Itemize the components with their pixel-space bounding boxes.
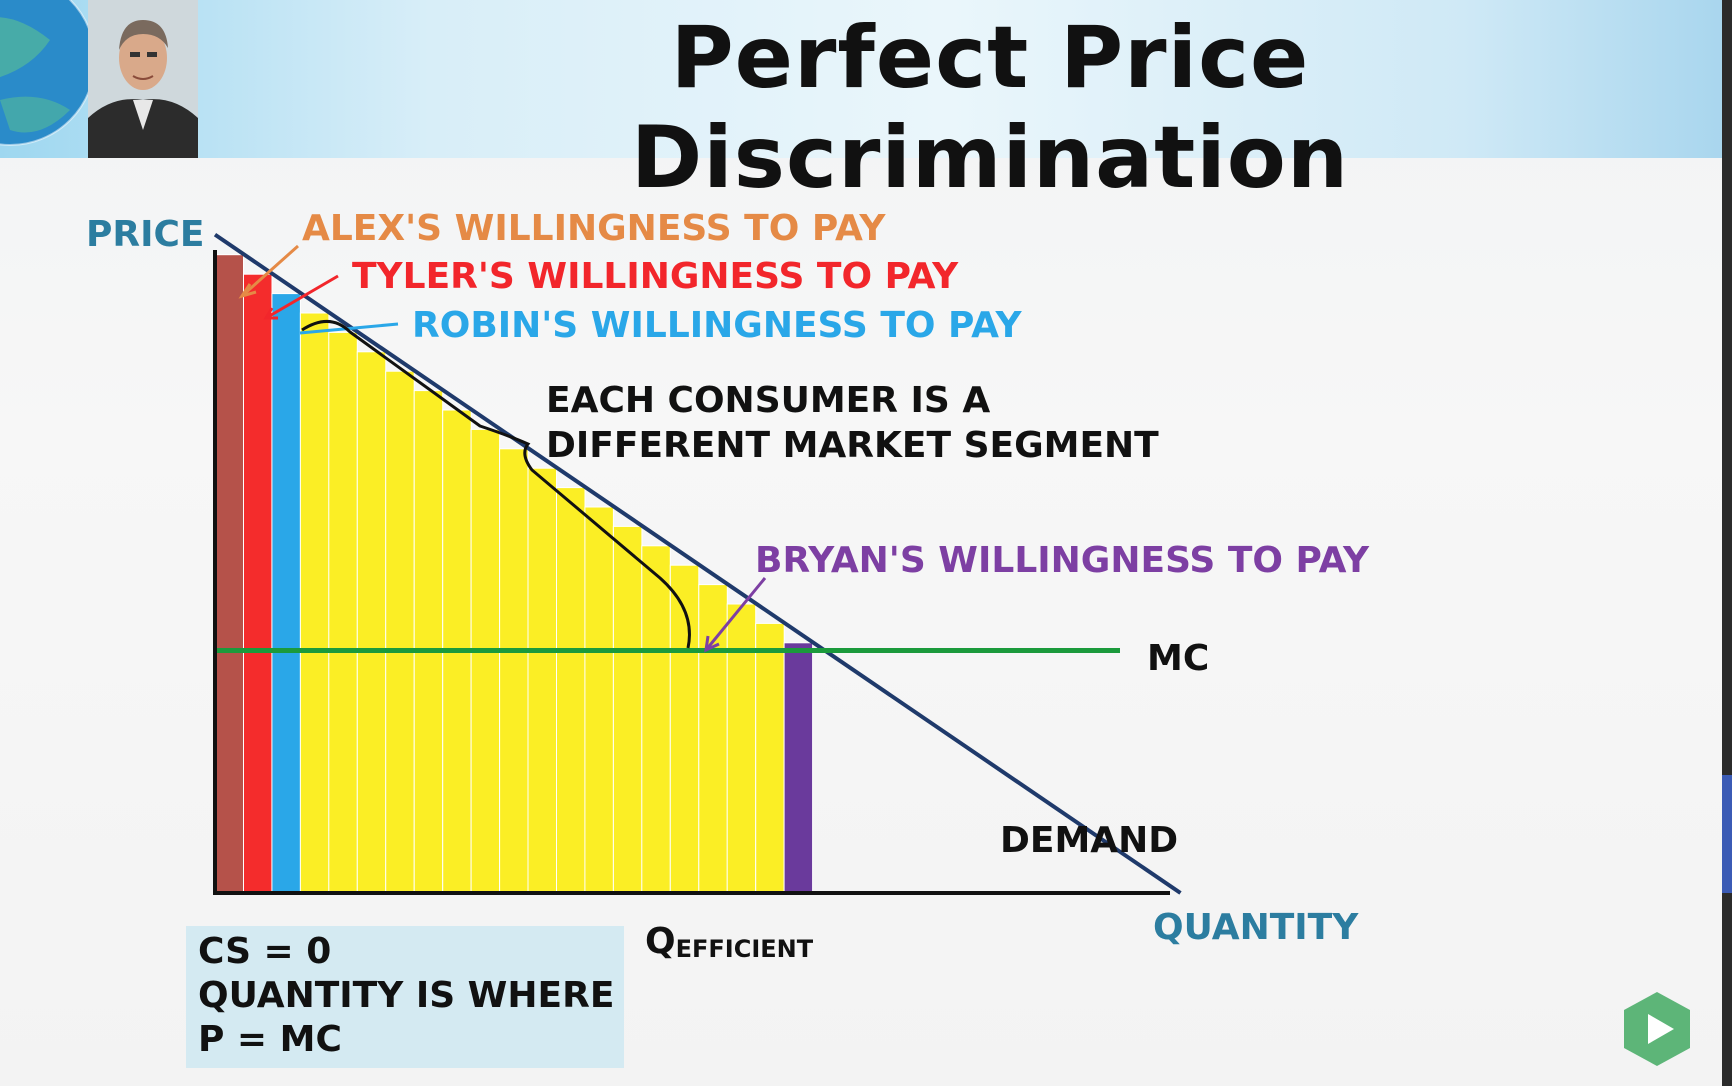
consumer-bar <box>584 506 614 894</box>
consumer-bar <box>299 312 330 894</box>
presenter-photo <box>88 0 198 158</box>
consumer-bar <box>726 603 757 894</box>
title-banner: Perfect Price Discrimination <box>0 0 1722 208</box>
alex-arrow <box>241 244 299 298</box>
consumer-bar <box>243 273 273 894</box>
consumer-bar <box>612 525 643 894</box>
consumer-bar <box>698 584 728 894</box>
play-icon[interactable] <box>1622 990 1692 1068</box>
bryan-arrow-head <box>704 635 720 653</box>
right-scrollbar[interactable] <box>1722 0 1732 1086</box>
scrollbar-thumb[interactable] <box>1722 775 1732 893</box>
x-tick-subscript: EFFICIENT <box>676 935 814 963</box>
consumer-bar <box>556 487 586 894</box>
slide-title: Perfect Price Discrimination <box>630 8 1350 208</box>
notes-box: CS = 0 QUANTITY IS WHERE P = MC <box>186 926 624 1068</box>
bryan-annotation: BRYAN'S WILLINGNESS TO PAY <box>755 540 1370 581</box>
alex-annotation: ALEX'S WILLINGNESS TO PAY <box>302 208 886 249</box>
consumer-bar <box>356 351 387 894</box>
bryan-arrow <box>704 577 767 651</box>
tyler-arrow <box>265 274 339 320</box>
robin-arrow <box>299 322 399 335</box>
y-axis-label: PRICE <box>86 214 205 255</box>
robin-annotation: ROBIN'S WILLINGNESS TO PAY <box>412 305 1023 346</box>
demand-label: DEMAND <box>1000 820 1178 861</box>
consumer-bar <box>783 642 814 894</box>
mc-label: MC <box>1147 638 1209 679</box>
segment-brace <box>301 320 691 649</box>
consumer-bar <box>214 254 244 894</box>
consumer-bar <box>413 390 444 894</box>
consumer-bar <box>328 331 358 894</box>
tyler-annotation: TYLER'S WILLINGNESS TO PAY <box>352 256 959 297</box>
consumer-bar <box>641 545 671 894</box>
segment-note-line1: EACH CONSUMER IS A <box>546 380 990 421</box>
bars-layer <box>214 254 814 894</box>
x-tick-efficient: QEFFICIENT <box>645 921 814 963</box>
notes-line-p-mc: P = MC <box>198 1019 342 1060</box>
consumer-bar <box>527 467 557 894</box>
demand-curve <box>213 232 1182 895</box>
globe-graphic <box>0 0 96 146</box>
notes-line-cs: CS = 0 <box>198 931 332 972</box>
consumer-bar <box>271 293 301 894</box>
consumer-bar <box>470 428 501 894</box>
alex-arrow-head <box>238 283 257 299</box>
tyler-arrow-head <box>263 307 278 320</box>
x-tick-q: Q <box>645 921 676 962</box>
x-axis-label: QUANTITY <box>1153 907 1359 948</box>
notes-line-quantity: QUANTITY IS WHERE <box>198 975 615 1016</box>
consumer-bar <box>499 448 529 894</box>
consumer-bar <box>669 564 700 894</box>
consumer-bar <box>385 370 415 894</box>
segment-note-line2: DIFFERENT MARKET SEGMENT <box>546 425 1159 466</box>
consumer-bar <box>755 622 785 894</box>
